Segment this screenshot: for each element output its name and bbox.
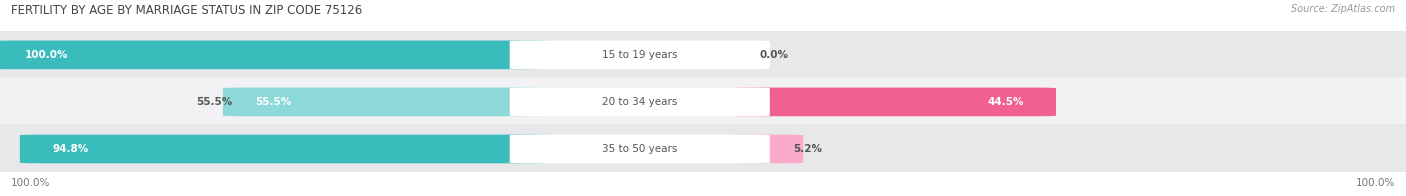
FancyBboxPatch shape — [510, 88, 770, 116]
FancyBboxPatch shape — [510, 135, 770, 163]
FancyBboxPatch shape — [0, 41, 551, 69]
FancyBboxPatch shape — [0, 30, 1406, 80]
Text: 55.5%: 55.5% — [197, 97, 233, 107]
FancyBboxPatch shape — [510, 41, 770, 69]
FancyBboxPatch shape — [0, 124, 1406, 174]
Text: 100.0%: 100.0% — [11, 178, 51, 188]
Text: 55.5%: 55.5% — [256, 97, 291, 107]
FancyBboxPatch shape — [224, 88, 551, 116]
Text: 15 to 19 years: 15 to 19 years — [602, 50, 678, 60]
Text: FERTILITY BY AGE BY MARRIAGE STATUS IN ZIP CODE 75126: FERTILITY BY AGE BY MARRIAGE STATUS IN Z… — [11, 4, 363, 17]
Text: 44.5%: 44.5% — [987, 97, 1024, 107]
FancyBboxPatch shape — [728, 88, 1056, 116]
Text: 5.2%: 5.2% — [793, 144, 823, 154]
FancyBboxPatch shape — [0, 77, 1406, 127]
Text: Source: ZipAtlas.com: Source: ZipAtlas.com — [1291, 4, 1395, 14]
Text: 0.0%: 0.0% — [759, 50, 789, 60]
Text: 35 to 50 years: 35 to 50 years — [602, 144, 678, 154]
Text: 100.0%: 100.0% — [25, 50, 69, 60]
Text: 94.8%: 94.8% — [52, 144, 89, 154]
FancyBboxPatch shape — [20, 135, 551, 163]
Text: 100.0%: 100.0% — [1355, 178, 1395, 188]
FancyBboxPatch shape — [728, 135, 803, 163]
Text: 20 to 34 years: 20 to 34 years — [602, 97, 678, 107]
